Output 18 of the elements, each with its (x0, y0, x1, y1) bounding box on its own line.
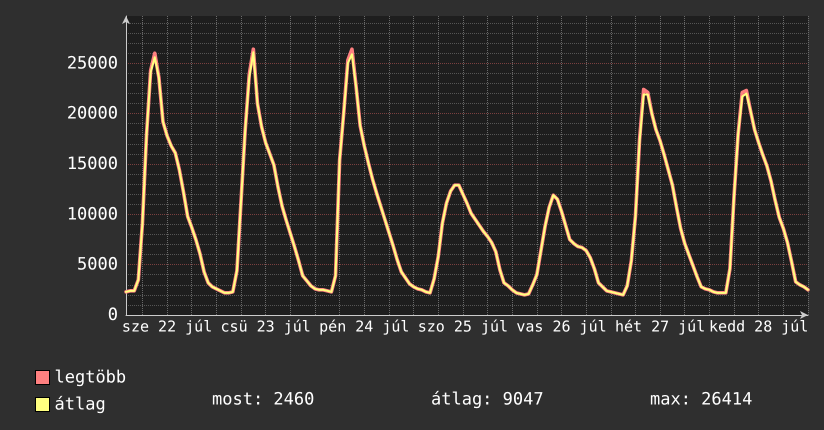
x-tick-label: csü 23 júl (220, 318, 311, 336)
text: átlag: 9047 (431, 390, 544, 410)
x-tick-label: sze 22 júl (122, 318, 212, 336)
x-tick-label: kedd 28 júl (709, 318, 808, 336)
y-tick-label: 10000 (66, 204, 118, 224)
x-tick-label: vas 26 júl (516, 318, 607, 336)
y-tick-label: 25000 (66, 53, 118, 74)
x-tick-label: hét 27 júl (614, 318, 706, 336)
x-tick-label: szo 25 júl (418, 318, 508, 336)
legend-label: átlag (54, 394, 106, 414)
x-tick-label: pén 24 júl (319, 318, 410, 336)
y-tick-label: 20000 (66, 104, 118, 124)
legend-label: legtöbb (54, 368, 126, 388)
text: max: 26414 (650, 390, 752, 410)
y-tick-label: 0 (108, 305, 118, 325)
y-tick-label: 15000 (66, 154, 118, 174)
text: most: 2460 (212, 390, 314, 410)
y-tick-label: 5000 (77, 254, 118, 275)
